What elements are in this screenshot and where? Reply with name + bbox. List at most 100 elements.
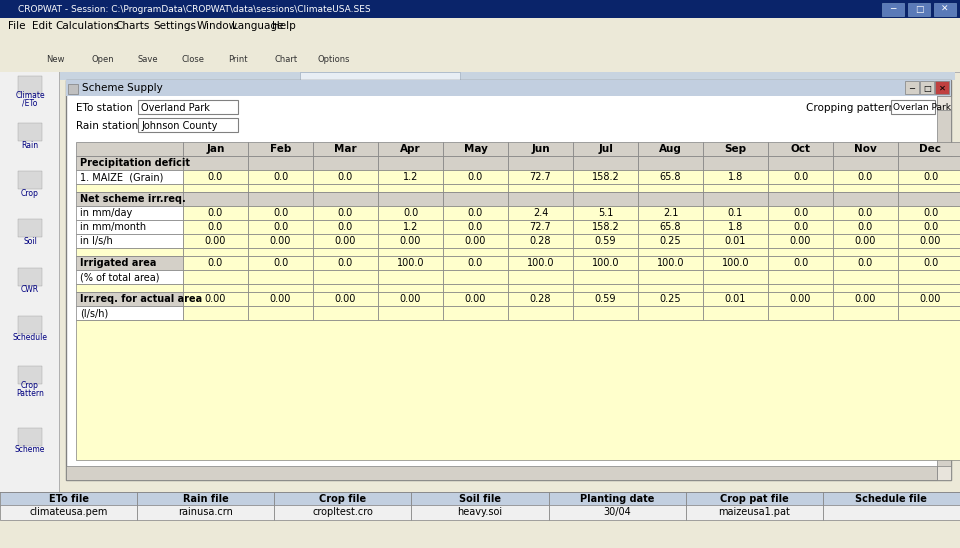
Bar: [703, 156, 768, 170]
Bar: [313, 142, 378, 156]
Bar: [573, 270, 638, 284]
Bar: [313, 220, 378, 234]
Text: 0.00: 0.00: [335, 236, 356, 246]
Text: Johnson County: Johnson County: [141, 121, 217, 131]
Bar: [703, 142, 768, 156]
Text: 1.8: 1.8: [728, 172, 743, 182]
Text: Planting date: Planting date: [580, 494, 655, 504]
Text: 0.0: 0.0: [858, 172, 874, 182]
Bar: [0, 72, 960, 73]
Text: 0.0: 0.0: [208, 208, 223, 218]
Bar: [833, 220, 898, 234]
Bar: [76, 248, 183, 256]
Bar: [898, 256, 960, 270]
Bar: [18, 268, 42, 286]
Bar: [183, 284, 248, 292]
Text: in l/s/h: in l/s/h: [80, 236, 112, 246]
Bar: [248, 170, 313, 184]
Text: New: New: [46, 55, 64, 65]
Bar: [898, 206, 960, 220]
Text: 0.0: 0.0: [403, 208, 419, 218]
Bar: [508, 220, 573, 234]
Text: rainusa.crn: rainusa.crn: [179, 507, 233, 517]
Text: ✕: ✕: [941, 5, 948, 14]
Bar: [76, 270, 183, 284]
Bar: [183, 184, 248, 192]
Text: □: □: [924, 83, 931, 93]
Text: 0.28: 0.28: [530, 294, 551, 304]
Bar: [412, 492, 548, 506]
Bar: [508, 284, 573, 292]
Text: File: File: [8, 21, 26, 31]
Text: Language: Language: [232, 21, 283, 31]
Text: Rain: Rain: [21, 140, 38, 150]
Text: Net scheme irr.req.: Net scheme irr.req.: [80, 194, 185, 204]
Text: Crop file: Crop file: [320, 494, 367, 504]
Bar: [0, 505, 137, 520]
Text: 65.8: 65.8: [660, 222, 682, 232]
Text: Apr: Apr: [400, 144, 420, 154]
Bar: [248, 284, 313, 292]
Text: Scheme Supply: Scheme Supply: [82, 83, 163, 93]
Bar: [898, 184, 960, 192]
Bar: [768, 256, 833, 270]
Bar: [313, 306, 378, 320]
Text: 158.2: 158.2: [591, 172, 619, 182]
Bar: [508, 270, 573, 284]
Bar: [313, 156, 378, 170]
Bar: [833, 206, 898, 220]
Bar: [275, 505, 412, 520]
Bar: [183, 292, 248, 306]
Bar: [573, 256, 638, 270]
Text: ─: ─: [909, 83, 915, 93]
Bar: [76, 206, 183, 220]
Text: 100.0: 100.0: [396, 258, 424, 268]
Bar: [898, 142, 960, 156]
Text: 0.0: 0.0: [273, 222, 288, 232]
Text: Schedule: Schedule: [12, 334, 47, 342]
Bar: [378, 206, 443, 220]
Bar: [248, 270, 313, 284]
Bar: [412, 505, 548, 520]
Bar: [548, 492, 685, 506]
Bar: [833, 184, 898, 192]
Bar: [300, 72, 460, 80]
Bar: [275, 492, 412, 506]
Bar: [0, 34, 960, 72]
Bar: [833, 270, 898, 284]
Bar: [378, 306, 443, 320]
Bar: [76, 220, 183, 234]
Text: 1.2: 1.2: [403, 172, 419, 182]
Text: Feb: Feb: [270, 144, 291, 154]
Text: 1.2: 1.2: [403, 222, 419, 232]
Bar: [898, 220, 960, 234]
Text: 0.0: 0.0: [468, 258, 483, 268]
Bar: [248, 142, 313, 156]
Text: 0.00: 0.00: [204, 294, 227, 304]
Bar: [183, 306, 248, 320]
Bar: [882, 3, 904, 16]
Text: 0.0: 0.0: [858, 208, 874, 218]
Bar: [248, 184, 313, 192]
Text: Aug: Aug: [660, 144, 682, 154]
Text: 0.0: 0.0: [273, 172, 288, 182]
Text: ✕: ✕: [939, 83, 946, 93]
Bar: [18, 171, 42, 189]
Bar: [0, 505, 960, 506]
Text: 0.0: 0.0: [923, 172, 938, 182]
Text: 0.0: 0.0: [793, 258, 808, 268]
Text: 0.0: 0.0: [468, 208, 483, 218]
Text: 0.25: 0.25: [660, 294, 682, 304]
Bar: [573, 292, 638, 306]
Text: Jan: Jan: [206, 144, 225, 154]
Bar: [833, 156, 898, 170]
Bar: [183, 170, 248, 184]
Bar: [313, 292, 378, 306]
Text: 0.0: 0.0: [923, 222, 938, 232]
Bar: [443, 192, 508, 206]
Bar: [768, 306, 833, 320]
Bar: [313, 234, 378, 248]
Text: ETo file: ETo file: [49, 494, 88, 504]
Text: 0.28: 0.28: [530, 236, 551, 246]
Text: 100.0: 100.0: [657, 258, 684, 268]
